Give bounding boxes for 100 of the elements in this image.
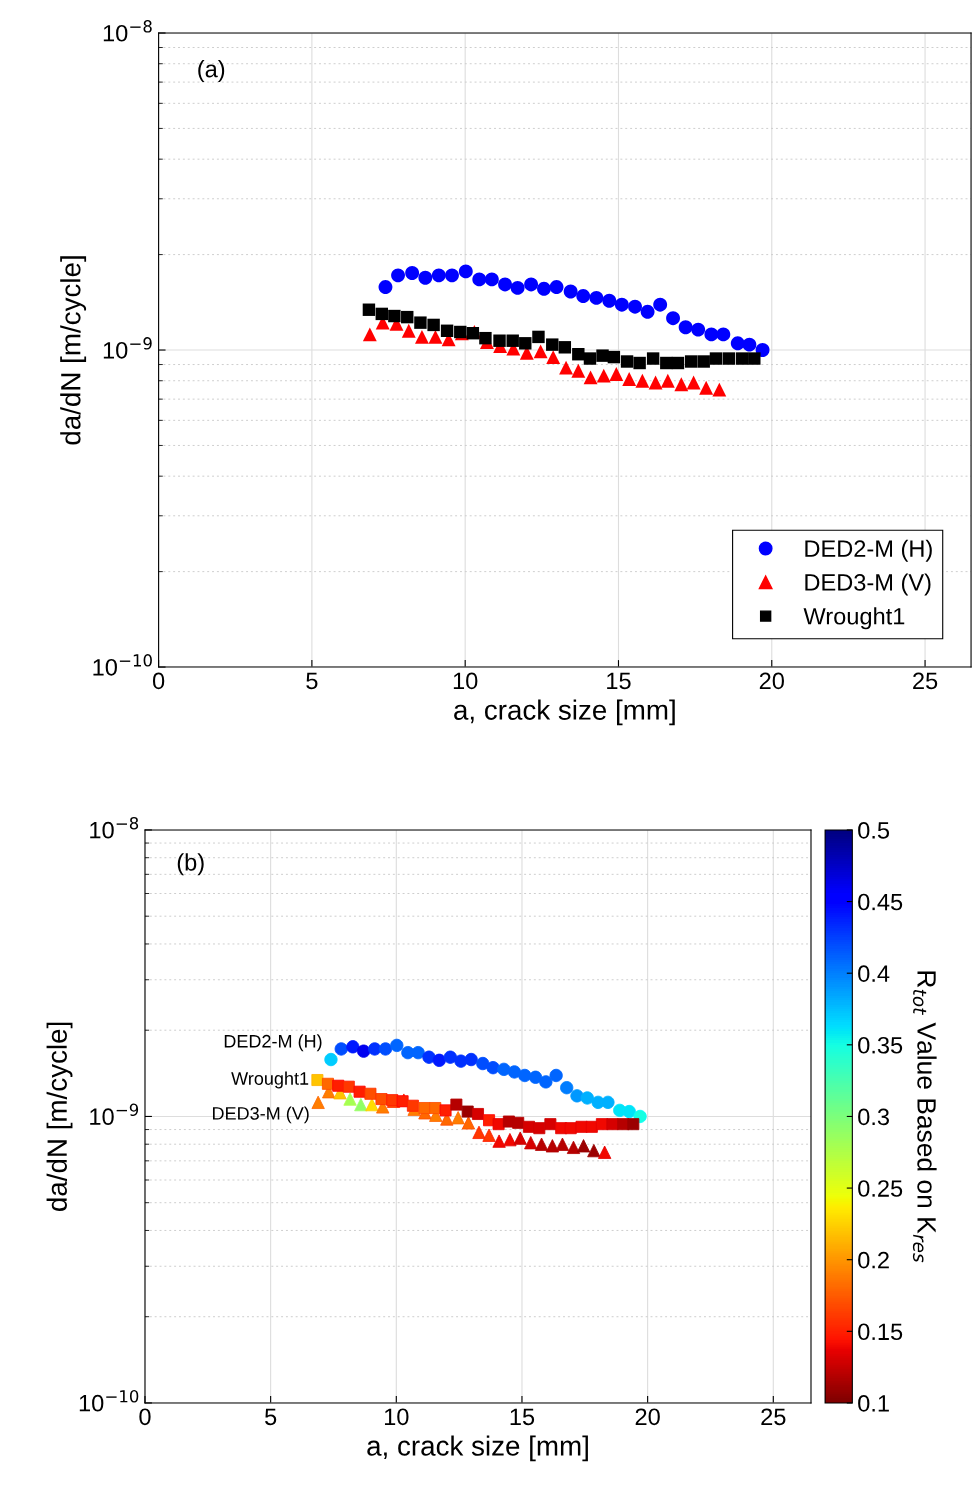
point xyxy=(418,270,433,285)
y-axis-title: da/dN [m/cycle] xyxy=(46,1022,73,1211)
point xyxy=(484,272,499,287)
color-bar-label: 0.5 xyxy=(858,822,890,839)
color-bar-label: 0.1 xyxy=(858,1395,889,1412)
point xyxy=(311,1095,325,1109)
point xyxy=(691,322,706,337)
x-tick-label: 10 xyxy=(384,1408,409,1426)
color-bar-title: R$_{tot}$ Value Based on K$_{res}$ xyxy=(912,971,937,1263)
y-tick-label: 10$^{−10}$ xyxy=(79,1390,139,1412)
x-tick-label: 10 xyxy=(453,672,478,690)
point xyxy=(375,307,389,321)
point xyxy=(576,1139,591,1153)
point xyxy=(686,375,701,390)
point xyxy=(622,372,637,386)
color-bar-label: 0.25 xyxy=(858,1180,903,1197)
point xyxy=(684,355,698,368)
point xyxy=(587,1143,601,1158)
point xyxy=(362,303,376,316)
color-bar-label: 0.35 xyxy=(858,1036,903,1054)
x-tick-label: 5 xyxy=(306,672,318,690)
point xyxy=(431,268,446,283)
point xyxy=(388,309,401,323)
point xyxy=(545,1139,560,1153)
y-axis-title: da/dN [m/cycle] xyxy=(60,256,87,445)
point xyxy=(660,356,673,370)
point xyxy=(532,330,545,344)
point xyxy=(365,1097,379,1112)
y-tick-label: 10$^{−9}$ xyxy=(90,1103,139,1126)
color-bar-label: 0.15 xyxy=(858,1323,903,1341)
point xyxy=(735,352,749,365)
point xyxy=(519,337,532,350)
point xyxy=(472,1125,486,1139)
point xyxy=(572,348,585,361)
point xyxy=(614,297,629,312)
point xyxy=(537,281,551,296)
annotation: (b) xyxy=(177,853,204,876)
point xyxy=(510,280,525,295)
point xyxy=(534,1137,549,1151)
point xyxy=(451,1111,465,1125)
point xyxy=(596,368,611,383)
x-tick-label: 15 xyxy=(607,672,631,690)
point xyxy=(609,367,624,381)
point xyxy=(563,284,578,299)
point xyxy=(571,363,586,378)
y-tick-label: 10$^{−8}$ xyxy=(103,20,152,42)
point xyxy=(589,290,604,305)
point xyxy=(418,1102,431,1115)
point xyxy=(414,316,427,329)
point xyxy=(401,310,414,324)
point xyxy=(704,327,719,342)
point xyxy=(660,373,675,388)
point xyxy=(648,375,663,390)
point xyxy=(378,280,393,294)
point xyxy=(498,277,512,292)
point xyxy=(506,334,519,347)
point xyxy=(362,327,377,342)
y-tick-label: 10$^{−10}$ xyxy=(93,654,152,676)
point xyxy=(472,272,487,287)
point xyxy=(546,338,559,351)
y-tick-label: 10$^{−9}$ xyxy=(103,337,152,359)
point xyxy=(391,268,405,283)
series-label: DED2-M (H) xyxy=(224,1034,322,1052)
point xyxy=(524,277,539,292)
point xyxy=(576,289,591,303)
annotation: (a) xyxy=(198,60,225,83)
x-tick-label: 0 xyxy=(139,1408,151,1426)
point xyxy=(533,344,548,359)
point xyxy=(602,293,617,308)
point xyxy=(709,352,723,365)
point xyxy=(555,1137,570,1151)
x-tick-label: 25 xyxy=(761,1408,786,1426)
point xyxy=(583,370,598,385)
point xyxy=(479,331,492,345)
point xyxy=(583,352,597,365)
point xyxy=(493,334,506,347)
x-tick-label: 0 xyxy=(152,672,165,690)
point xyxy=(699,380,714,395)
series-label: Wrought1 xyxy=(231,1071,309,1089)
point xyxy=(401,323,416,338)
point xyxy=(482,1128,496,1142)
point xyxy=(674,377,689,392)
x-tick-label: 20 xyxy=(759,672,784,690)
point xyxy=(646,352,660,365)
point xyxy=(712,382,727,397)
point xyxy=(343,1092,357,1106)
legend-label: DED2-M (H) xyxy=(805,539,932,562)
color-bar-label: 0.3 xyxy=(858,1108,889,1126)
legend-label: DED3-M (V) xyxy=(805,573,931,596)
point xyxy=(524,1136,538,1150)
point xyxy=(620,355,634,368)
point xyxy=(354,1097,368,1112)
x-axis-title: a, crack size [mm] xyxy=(367,1435,588,1462)
point xyxy=(666,311,680,326)
point xyxy=(461,1116,476,1130)
point xyxy=(678,320,693,335)
x-axis-title: a, crack size [mm] xyxy=(454,699,675,726)
point xyxy=(558,341,572,354)
point xyxy=(716,327,731,342)
point xyxy=(440,324,454,337)
